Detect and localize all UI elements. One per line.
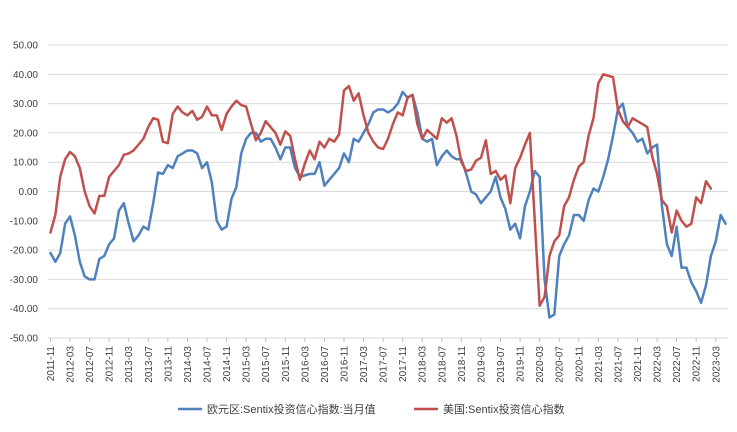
x-tick-label: 2018-11 [457,346,468,382]
x-tick-label: 2015-07 [261,346,272,383]
x-tick-label: 2017-03 [359,346,370,383]
x-tick-label: 2014-07 [202,346,213,383]
x-tick-label: 2013-11 [163,346,174,382]
x-axis-ticks: 2011-11 2012-03 2012-07 2012-11 2013-03 2013-… [46,338,722,383]
x-tick-label: 2020-03 [535,346,546,383]
x-tick-label: 2019-07 [496,346,507,383]
x-tick-label: 2011-11 [46,346,57,382]
x-tick-label: 2016-11 [339,346,350,382]
x-tick-label: 2021-03 [594,346,605,383]
x-tick-label: 2016-03 [300,346,311,383]
legend-label-2: 美国:Sentix投资信心指数 [443,402,565,416]
series-lines [49,73,727,319]
x-tick-label: 2015-03 [242,346,253,383]
x-tick-label: 2021-11 [633,346,644,382]
x-tick-label: 2012-11 [105,346,116,382]
x-tick-label: 2022-11 [692,346,703,382]
x-tick-label: 2019-11 [516,346,527,382]
y-tick-label: 30.00 [13,99,38,110]
gridlines [48,44,728,339]
x-tick-label: 2012-07 [85,346,96,383]
y-tick-label: -40.00 [10,304,39,315]
y-tick-label: 0.00 [19,187,39,198]
y-tick-label: 20.00 [13,128,38,139]
y-tick-label: 10.00 [13,158,38,169]
series-line-2 [49,73,713,308]
y-tick-label: -10.00 [10,216,39,227]
x-tick-label: 2017-07 [379,346,390,383]
x-tick-label: 2020-07 [555,346,566,383]
x-tick-label: 2019-03 [476,346,487,383]
x-tick-label: 2013-07 [144,346,155,383]
y-tick-label: 50.00 [13,41,38,52]
x-tick-label: 2017-11 [398,346,409,382]
x-tick-label: 2023-03 [711,346,722,383]
x-tick-label: 2022-07 [672,346,683,383]
legend-label-1: 欧元区:Sentix投资信心指数:当月值 [207,402,376,416]
y-tick-label: -20.00 [10,246,39,257]
x-tick-label: 2021-07 [613,346,624,383]
y-axis-ticks: 50.00 40.00 30.00 20.00 10.00 0.00 -10.00 -20.0… [10,41,39,345]
x-tick-label: 2014-11 [222,346,233,382]
series-line-1 [49,90,727,319]
x-tick-label: 2014-03 [183,346,194,383]
y-tick-label: 40.00 [13,70,38,81]
legend: 欧元区:Sentix投资信心指数:当月值 美国:Sentix投资信心指数 [178,402,565,416]
x-tick-label: 2013-03 [124,346,135,383]
y-tick-label: -30.00 [10,275,39,286]
x-tick-label: 2012-03 [66,346,77,383]
x-tick-label: 2020-11 [574,346,585,382]
x-tick-label: 2018-03 [418,346,429,383]
x-tick-label: 2015-11 [281,346,292,382]
x-tick-label: 2018-07 [437,346,448,383]
x-tick-label: 2016-07 [320,346,331,383]
y-tick-label: -50.00 [10,334,39,345]
x-tick-label: 2022-03 [653,346,664,383]
